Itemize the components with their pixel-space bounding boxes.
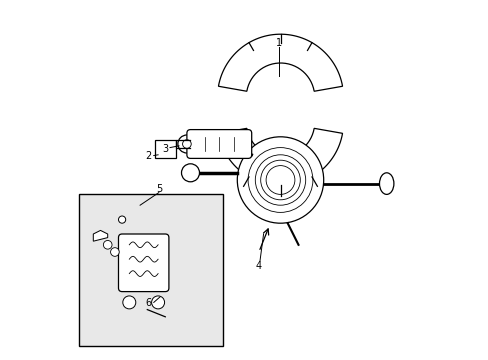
Circle shape: [255, 155, 305, 205]
FancyBboxPatch shape: [118, 234, 168, 292]
Circle shape: [110, 248, 119, 256]
Text: 1: 1: [275, 38, 281, 48]
Polygon shape: [218, 34, 342, 91]
Circle shape: [118, 216, 125, 223]
Circle shape: [122, 296, 136, 309]
Polygon shape: [218, 128, 342, 185]
Circle shape: [151, 296, 164, 309]
Polygon shape: [93, 230, 107, 241]
Text: 3: 3: [162, 144, 168, 154]
Circle shape: [265, 166, 294, 194]
Circle shape: [182, 140, 191, 148]
Circle shape: [103, 240, 112, 249]
Text: 2: 2: [144, 150, 151, 161]
Circle shape: [260, 160, 300, 200]
FancyBboxPatch shape: [186, 130, 251, 158]
Circle shape: [247, 148, 312, 212]
Circle shape: [181, 164, 199, 182]
Text: 5: 5: [155, 184, 162, 194]
Circle shape: [237, 137, 323, 223]
Text: 4: 4: [255, 261, 262, 271]
Text: 6: 6: [145, 298, 151, 309]
Ellipse shape: [379, 173, 393, 194]
Circle shape: [178, 135, 196, 153]
Bar: [79, 194, 223, 346]
Bar: [154, 140, 176, 158]
